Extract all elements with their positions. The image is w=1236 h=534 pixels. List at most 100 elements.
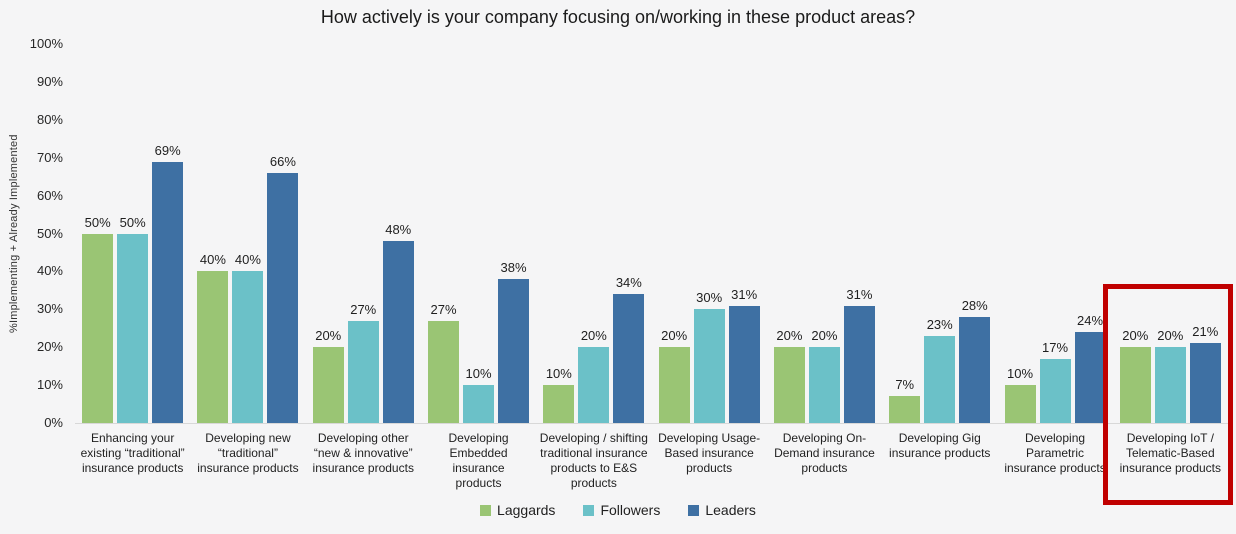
bar-group: 27% 10% 38% [421,44,536,423]
bar-leaders [613,294,645,423]
bar-laggards [428,320,460,423]
bar-followers [117,233,149,423]
y-tick-label: 40% [36,263,63,279]
bar-column-laggards: 20% [658,328,690,423]
bar-column-leaders: 48% [382,222,414,423]
bar-column-laggards: 7% [889,377,921,423]
y-tick-label: 20% [36,339,63,355]
y-tick-label: 0% [44,415,63,430]
category-label: Enhancing your existing “traditional” in… [80,431,185,475]
bar-column-leaders: 34% [613,275,645,423]
bar-followers [924,335,956,423]
bar-column-leaders: 28% [959,297,991,423]
bar-group: 20% 20% 21% [1113,44,1228,423]
bar-followers [347,320,379,423]
category-label: Developing IoT / Telematic-Based insuran… [1119,431,1222,475]
y-tick-label: 80% [36,111,63,127]
bar-leaders [959,316,991,423]
bar-group: 50% 50% 69% [75,44,190,423]
legend-label: Followers [600,502,661,518]
bar-group: 10% 17% 24% [997,44,1112,423]
bar-value-label: 20% [580,328,607,344]
bar-column-followers: 10% [463,366,495,423]
bar-column-laggards: 10% [543,366,575,423]
bar-value-label: 48% [385,222,412,238]
bar-value-label: 27% [430,301,457,317]
bar-followers [1154,347,1186,423]
x-axis-category-labels: Enhancing your existing “traditional” in… [75,431,1228,491]
bar-value-label: 34% [615,275,642,291]
legend-label: Laggards [497,502,556,518]
bar-laggards [1004,385,1036,423]
bar-column-leaders: 21% [1189,324,1221,423]
bar-value-label: 66% [269,153,296,169]
bar-value-label: 20% [776,328,803,344]
bar-leaders [1074,332,1106,423]
legend-item-laggards: Laggards [480,502,555,518]
bar-leaders [152,161,184,423]
bar-group: 20% 20% 31% [767,44,882,423]
chart-title: How actively is your company focusing on… [320,7,916,27]
bar-value-label: 20% [1122,328,1149,344]
bar-laggards [197,271,229,423]
bar-value-label: 20% [1157,328,1184,344]
bar-column-followers: 27% [347,301,379,423]
bar-group: 10% 20% 34% [536,44,651,423]
bar-leaders [267,172,299,423]
bar-column-followers: 23% [924,316,956,423]
bar-value-label: 40% [234,252,261,268]
bar-followers [232,271,264,423]
bar-column-leaders: 31% [728,286,760,423]
bar-value-label: 50% [84,214,111,230]
bar-value-label: 69% [154,142,181,158]
bar-laggards [1119,347,1151,423]
bar-value-label: 23% [926,316,953,332]
category-label: Developing Embedded insurance products [448,431,509,490]
bar-leaders [382,241,414,423]
y-tick-label: 70% [36,149,63,165]
legend-item-leaders: Leaders [688,502,756,518]
bar-value-label: 27% [350,301,377,317]
bar-value-label: 20% [315,328,342,344]
bar-value-label: 21% [1192,324,1219,340]
bar-value-label: 17% [1042,339,1069,355]
category-label: Developing Parametric insurance products [1004,431,1106,475]
bar-column-leaders: 38% [498,260,530,423]
bar-leaders [1189,343,1221,423]
x-axis-line [75,423,1228,424]
bar-column-followers: 17% [1039,339,1071,423]
bar-leaders [843,305,875,423]
bar-laggards [312,347,344,423]
bar-followers [1039,358,1071,423]
legend-swatch-icon [480,504,492,516]
category-label: Developing Usage- Based insurance produc… [658,431,761,475]
bar-column-leaders: 69% [152,142,184,423]
bar-column-laggards: 20% [312,328,344,423]
bar-value-label: 31% [846,286,873,302]
legend: Laggards Followers Leaders [0,502,1236,518]
legend-label: Leaders [705,502,756,518]
bar-laggards [773,347,805,423]
bar-column-laggards: 20% [1119,328,1151,423]
bar-column-followers: 20% [1154,328,1186,423]
bar-column-laggards: 20% [773,328,805,423]
bar-value-label: 7% [895,377,915,393]
bar-group: 7% 23% 28% [882,44,997,423]
category-label: Developing On- Demand insurance products [774,431,875,475]
bar-value-label: 24% [1077,313,1104,329]
y-tick-label: 30% [36,301,63,317]
bar-group: 40% 40% 66% [190,44,305,423]
bar-column-laggards: 40% [197,252,229,423]
bar-group: 20% 27% 48% [306,44,421,423]
bar-column-laggards: 10% [1004,366,1036,423]
bar-value-label: 20% [811,328,838,344]
bar-leaders [498,278,530,423]
y-tick-label: 90% [36,73,63,89]
bar-value-label: 20% [661,328,688,344]
bar-leaders [728,305,760,423]
legend-swatch-icon [583,504,595,516]
bar-column-leaders: 66% [267,153,299,423]
bar-value-label: 31% [731,286,758,302]
bar-value-label: 28% [961,297,988,313]
y-tick-label: 50% [36,225,63,241]
